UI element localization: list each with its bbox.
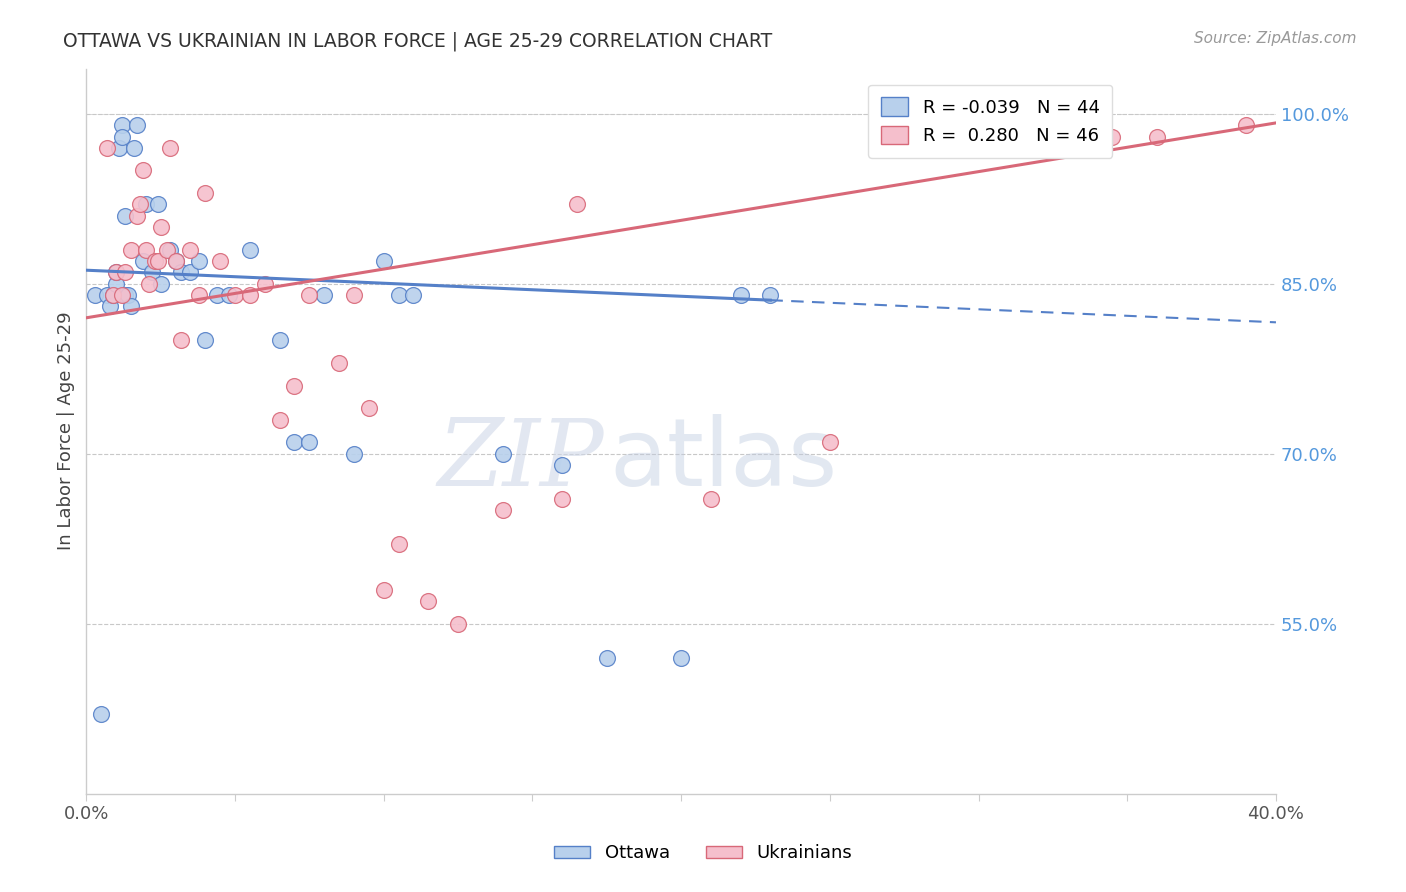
- Point: [138, 277, 160, 291]
- Point: [283, 435, 305, 450]
- Point: [551, 492, 574, 507]
- Point: [101, 288, 124, 302]
- Text: atlas: atlas: [610, 414, 838, 506]
- Point: [122, 141, 145, 155]
- Point: [90, 707, 112, 722]
- Point: [105, 277, 128, 291]
- Point: [818, 435, 841, 450]
- Point: [159, 243, 181, 257]
- Legend: R = -0.039   N = 44, R =  0.280   N = 46: R = -0.039 N = 44, R = 0.280 N = 46: [869, 85, 1112, 158]
- Point: [135, 243, 157, 257]
- Point: [759, 288, 782, 302]
- Point: [188, 254, 211, 268]
- Point: [373, 582, 395, 597]
- Point: [98, 300, 121, 314]
- Point: [343, 288, 366, 302]
- Point: [387, 288, 409, 302]
- Point: [418, 594, 440, 608]
- Point: [179, 243, 201, 257]
- Point: [1146, 129, 1168, 144]
- Point: [128, 197, 150, 211]
- Y-axis label: In Labor Force | Age 25-29: In Labor Force | Age 25-29: [58, 312, 75, 550]
- Point: [125, 209, 148, 223]
- Point: [1056, 129, 1078, 144]
- Point: [387, 537, 409, 551]
- Point: [551, 458, 574, 472]
- Point: [165, 254, 187, 268]
- Point: [159, 141, 181, 155]
- Point: [194, 334, 217, 348]
- Point: [730, 288, 752, 302]
- Point: [143, 254, 166, 268]
- Point: [101, 288, 124, 302]
- Point: [565, 197, 588, 211]
- Point: [96, 141, 118, 155]
- Point: [105, 265, 128, 279]
- Point: [141, 265, 163, 279]
- Point: [84, 288, 107, 302]
- Point: [149, 220, 172, 235]
- Legend: Ottawa, Ukrainians: Ottawa, Ukrainians: [547, 838, 859, 870]
- Point: [283, 378, 305, 392]
- Point: [373, 254, 395, 268]
- Point: [253, 277, 276, 291]
- Point: [314, 288, 336, 302]
- Point: [205, 288, 228, 302]
- Point: [135, 197, 157, 211]
- Point: [343, 447, 366, 461]
- Point: [111, 288, 134, 302]
- Point: [239, 243, 262, 257]
- Point: [700, 492, 723, 507]
- Point: [188, 288, 211, 302]
- Point: [447, 616, 470, 631]
- Point: [1101, 129, 1123, 144]
- Point: [269, 334, 291, 348]
- Text: OTTAWA VS UKRAINIAN IN LABOR FORCE | AGE 25-29 CORRELATION CHART: OTTAWA VS UKRAINIAN IN LABOR FORCE | AGE…: [63, 31, 772, 51]
- Point: [149, 277, 172, 291]
- Point: [120, 243, 142, 257]
- Point: [132, 254, 155, 268]
- Text: ZIP: ZIP: [437, 415, 603, 505]
- Point: [170, 265, 193, 279]
- Point: [155, 243, 177, 257]
- Point: [170, 334, 193, 348]
- Point: [108, 141, 131, 155]
- Point: [146, 197, 169, 211]
- Point: [1234, 118, 1257, 132]
- Point: [179, 265, 201, 279]
- Point: [117, 288, 139, 302]
- Point: [879, 118, 901, 132]
- Point: [114, 265, 136, 279]
- Point: [357, 401, 380, 416]
- Point: [298, 435, 321, 450]
- Point: [967, 129, 990, 144]
- Point: [328, 356, 350, 370]
- Point: [114, 209, 136, 223]
- Point: [492, 503, 515, 517]
- Point: [596, 650, 619, 665]
- Point: [224, 288, 246, 302]
- Text: Source: ZipAtlas.com: Source: ZipAtlas.com: [1194, 31, 1357, 46]
- Point: [402, 288, 425, 302]
- Point: [209, 254, 232, 268]
- Point: [96, 288, 118, 302]
- Point: [269, 413, 291, 427]
- Point: [218, 288, 240, 302]
- Point: [669, 650, 692, 665]
- Point: [492, 447, 515, 461]
- Point: [114, 288, 136, 302]
- Point: [105, 265, 128, 279]
- Point: [120, 300, 142, 314]
- Point: [165, 254, 187, 268]
- Point: [111, 118, 134, 132]
- Point: [146, 254, 169, 268]
- Point: [239, 288, 262, 302]
- Point: [125, 118, 148, 132]
- Point: [132, 163, 155, 178]
- Point: [194, 186, 217, 201]
- Point: [111, 129, 134, 144]
- Point: [298, 288, 321, 302]
